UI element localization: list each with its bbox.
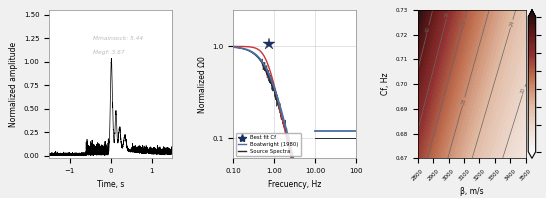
PathPatch shape (529, 10, 536, 17)
X-axis label: Time, s: Time, s (97, 180, 124, 189)
X-axis label: β, m/s: β, m/s (460, 187, 484, 196)
Text: 32: 32 (461, 18, 467, 26)
Text: Mmainsock: 5.44: Mmainsock: 5.44 (93, 36, 144, 41)
Y-axis label: Cf, Hz: Cf, Hz (381, 73, 390, 95)
Y-axis label: Normalized amplitude: Normalized amplitude (9, 42, 18, 127)
Text: 36: 36 (444, 11, 450, 19)
Text: 24: 24 (508, 20, 515, 27)
Y-axis label: Normalized Ω0: Normalized Ω0 (198, 56, 207, 113)
Text: 40: 40 (425, 26, 431, 33)
Text: 20: 20 (520, 87, 527, 95)
Legend: Best fit Cf, Boatwright (1980), Source Spectra: Best fit Cf, Boatwright (1980), Source S… (236, 133, 301, 156)
Text: 28: 28 (460, 98, 467, 105)
X-axis label: Frecuency, Hz: Frecuency, Hz (268, 180, 322, 189)
PathPatch shape (529, 152, 536, 158)
Text: Megf: 3.67: Megf: 3.67 (93, 50, 125, 55)
